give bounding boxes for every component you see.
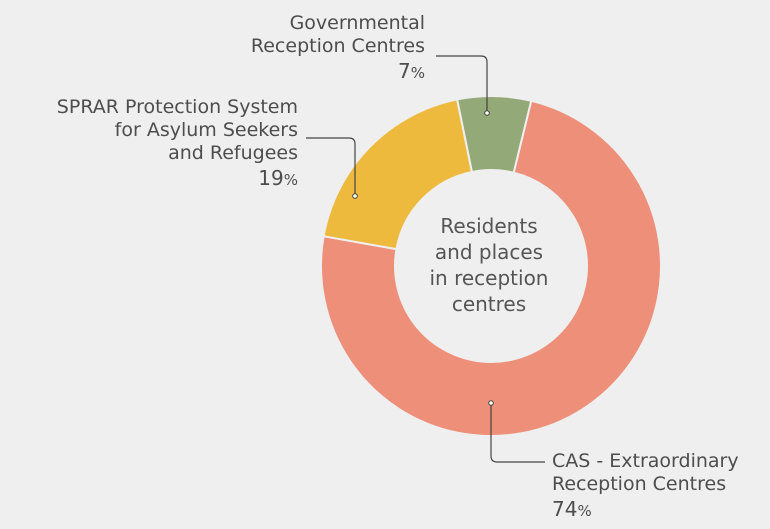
leader-dot — [352, 193, 358, 199]
center-label: Residents and places in reception centre… — [404, 213, 574, 317]
center-label-line: Residents — [440, 214, 538, 238]
slice-value: 7% — [251, 60, 425, 85]
slice-label-line: SPRAR Protection System — [56, 96, 298, 118]
slice-value-number: 7 — [398, 59, 411, 83]
percent-symbol: % — [577, 502, 592, 520]
center-label-line: centres — [451, 292, 527, 316]
slice-value: 19% — [57, 167, 298, 192]
center-label-line: and places — [434, 240, 544, 264]
slice-label-line: Governmental — [289, 12, 425, 34]
slice-label-sprar: SPRAR Protection System for Asylum Seeke… — [57, 96, 298, 192]
percent-symbol: % — [410, 64, 425, 82]
center-label-line: in reception — [429, 266, 549, 290]
slice-label-line: and Refugees — [168, 142, 298, 164]
slice-label-line: CAS - Extraordinary — [552, 450, 739, 472]
slice-label-line: Reception Centres — [552, 473, 727, 495]
slice-value-number: 19 — [258, 166, 284, 190]
donut-slice — [320, 99, 662, 437]
leader-line — [436, 55, 488, 113]
slice-label-line: for Asylum Seekers — [114, 119, 298, 141]
leader-dot — [484, 110, 490, 116]
donut-slice — [322, 98, 474, 251]
slice-label-line: Reception Centres — [250, 35, 425, 57]
slice-value-number: 74 — [552, 497, 578, 521]
leader-line — [306, 137, 356, 196]
percent-symbol: % — [283, 171, 298, 189]
leader-dot — [488, 400, 494, 406]
donut-slices — [320, 95, 662, 437]
slice-label-cas: CAS - Extraordinary Reception Centres 74… — [552, 450, 739, 523]
slice-value: 74% — [552, 498, 739, 523]
leader-lines — [306, 55, 545, 463]
slice-label-governmental: Governmental Reception Centres 7% — [251, 12, 425, 85]
leader-line — [490, 403, 545, 463]
